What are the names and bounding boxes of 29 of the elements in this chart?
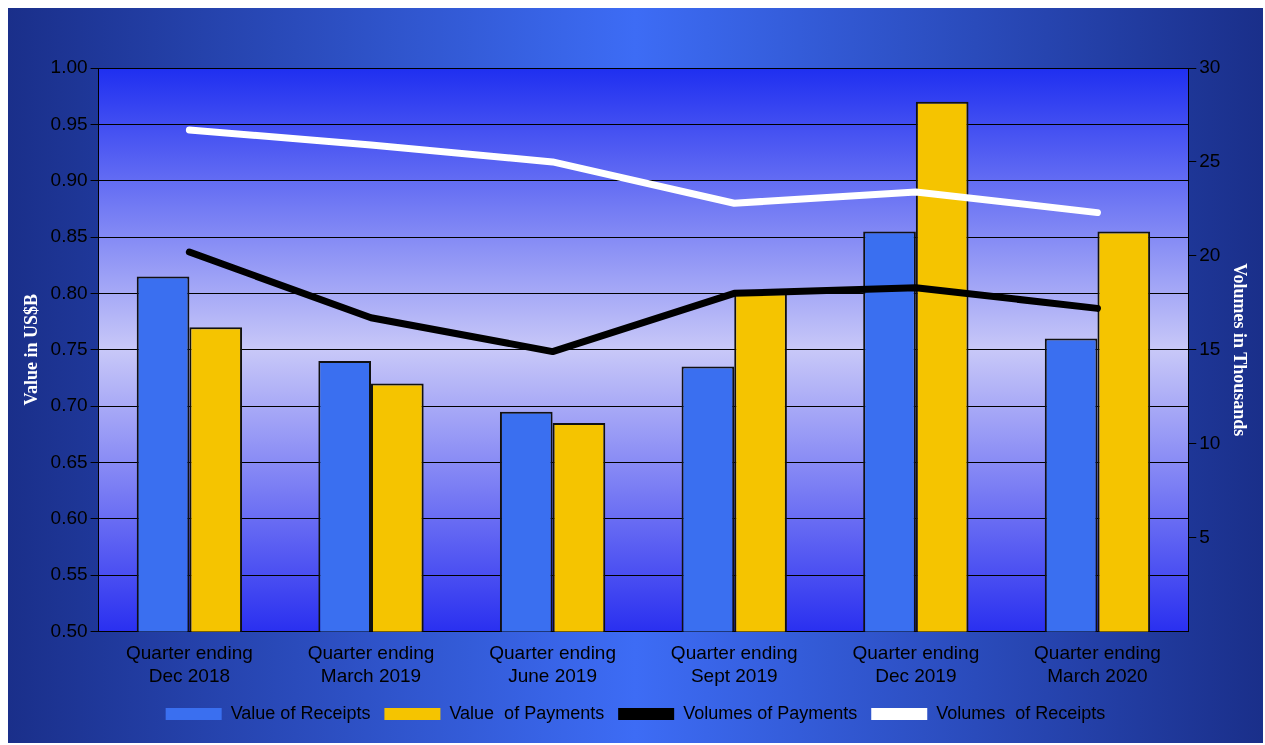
- x-tick-label: Quarter ending June 2019: [489, 642, 616, 686]
- y-tick-label: 0.90: [50, 168, 88, 190]
- legend-label: Volumes of Payments: [683, 702, 858, 723]
- y-tick-label: 0.70: [50, 394, 88, 416]
- y2-tick-label: 20: [1199, 244, 1221, 266]
- y-tick-label: 0.60: [50, 506, 88, 528]
- legend-label: Value of Receipts: [230, 702, 371, 723]
- y2-tick-label: 30: [1199, 56, 1221, 78]
- y2-axis-title: Volumes in Thousands: [1229, 263, 1250, 437]
- y-tick-label: 0.55: [50, 563, 88, 585]
- x-tick-label: Quarter ending Sept 2019: [670, 642, 798, 686]
- x-tick-label: Quarter ending Dec 2018: [126, 642, 253, 686]
- y2-tick-label: 5: [1199, 525, 1210, 547]
- y-tick-label: 0.75: [50, 337, 88, 359]
- y-tick-label: 0.95: [50, 112, 88, 134]
- y2-tick-label: 15: [1199, 337, 1221, 359]
- y-tick-label: 1.00: [50, 56, 88, 78]
- legend-label: Value of Payments: [449, 702, 605, 723]
- y-tick-label: 0.85: [50, 225, 88, 247]
- x-tick-label: Quarter ending Dec 2019: [852, 642, 980, 686]
- x-tick-label: Quarter ending March 2019: [307, 642, 435, 686]
- legend-label: Volumes of Receipts: [936, 702, 1106, 723]
- y-tick-label: 0.50: [50, 619, 88, 641]
- y2-tick-label: 10: [1199, 431, 1221, 453]
- x-tick-label: Quarter ending March 2020: [1034, 642, 1161, 686]
- y-tick-label: 0.80: [50, 281, 88, 303]
- y-axis-title: Value in US$B: [21, 294, 42, 406]
- y-tick-label: 0.65: [50, 450, 88, 472]
- y2-tick-label: 25: [1199, 150, 1221, 172]
